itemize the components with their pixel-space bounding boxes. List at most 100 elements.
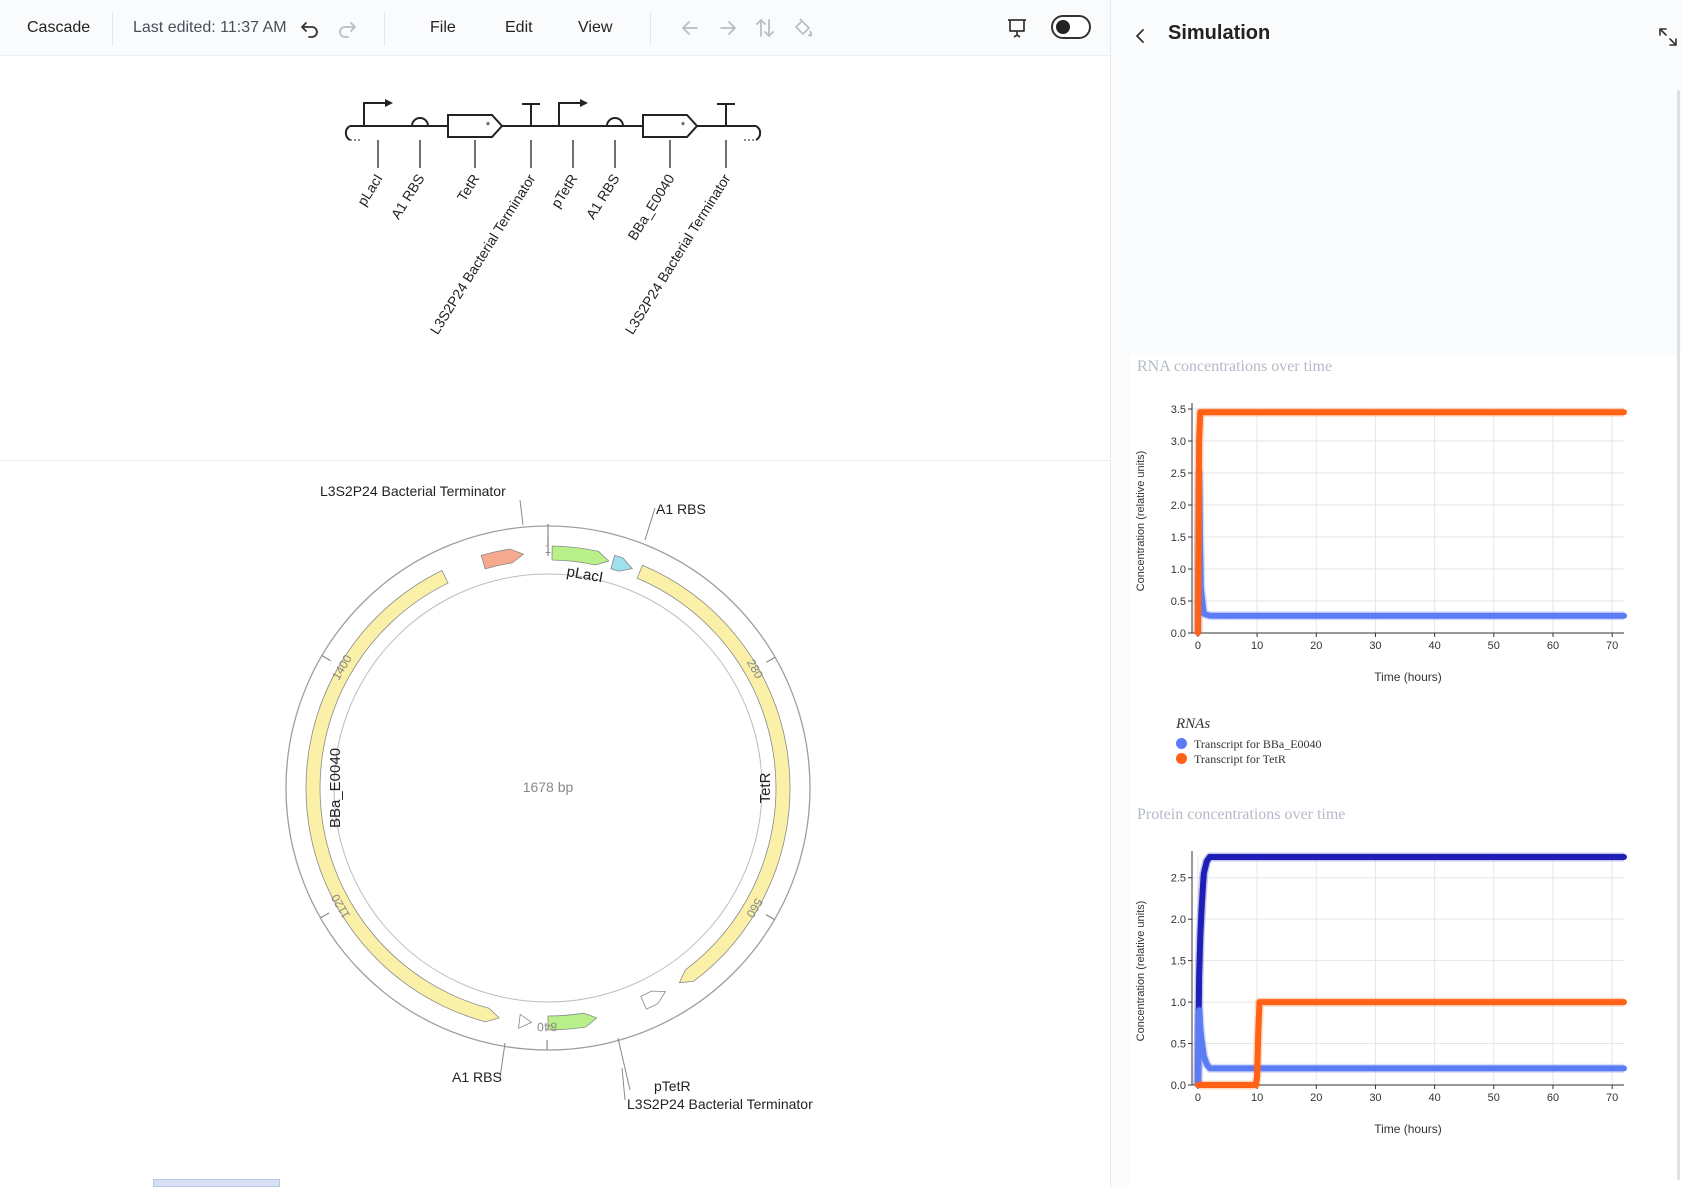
legend-item-tetr[interactable]: Transcript for TetR [1176,752,1286,767]
toolbar-divider [112,12,113,46]
protein-series-2-point [1253,1082,1259,1088]
arrow-right-icon[interactable] [716,16,740,40]
protein-series-0-point [1621,854,1627,860]
x-tick-label: 20 [1310,1092,1322,1104]
undo-icon[interactable] [298,16,322,40]
y-tick-label: 2.5 [1171,468,1186,480]
toolbar-divider [650,12,651,46]
tick-mark [321,655,331,662]
protein-series-0-point [1204,858,1210,864]
tick-label: 840 [537,1020,557,1034]
chevron-left-icon[interactable] [1129,24,1153,48]
presentation-icon[interactable] [1005,16,1029,40]
rna-series-0-line [1194,470,1627,636]
part-label-leaders [377,140,727,168]
y-tick-label: 1.0 [1171,997,1186,1009]
y-tick-label: 1.5 [1171,956,1186,968]
simulation-results: RNA concentrations over time 0 10 20 30 40 50… [1130,355,1681,1187]
promoter-glyph [363,102,387,126]
callout-rbs-bottom: A1 RBS [452,1069,502,1085]
y-tick-label: 3.0 [1171,436,1186,448]
x-tick-label: 40 [1429,1092,1441,1104]
edit-menu[interactable]: Edit [505,19,533,36]
view-menu[interactable]: View [578,19,613,36]
file-menu[interactable]: File [430,19,456,36]
protein-series-1-point [1491,1065,1497,1071]
legend-label: Transcript for BBa_E0040 [1194,737,1322,751]
protein-series-0-point [1196,974,1202,980]
x-axis-label: Time (hours) [1374,670,1442,684]
protein-series-0-point [1213,854,1219,860]
bottom-tab-handle[interactable] [153,1179,280,1187]
y-tick-label: 2.5 [1171,873,1186,885]
part-label: BBa_E0040 [624,171,677,243]
x-tick-label: 10 [1251,1092,1263,1104]
protein-series-0-point [1198,908,1204,914]
paint-bucket-icon[interactable] [791,16,815,40]
rna-series-0-point [1491,613,1497,619]
swap-vertical-icon[interactable] [753,16,777,40]
protein-series-0-point [1201,871,1207,877]
arrow-left-icon[interactable] [678,16,702,40]
protein-series-2-line [1194,999,1627,1088]
rna-series-1-point [1196,438,1202,444]
feature-bba-e0040 [305,569,500,1023]
rna-series-1-point [1372,409,1378,415]
protein-series-1-point [1207,1065,1213,1071]
panel-divider [1110,0,1111,1187]
mode-toggle[interactable] [1051,15,1091,39]
x-tick-label: 30 [1369,640,1381,652]
protein-series-2-point [1225,1082,1231,1088]
x-tick-label: 50 [1488,640,1500,652]
part-label: L3S2P24 Bacterial Terminator [622,171,734,337]
x-tick-label: 0 [1195,640,1201,652]
last-edited-status: Last edited: 11:37 AM [133,19,287,36]
legend-item-bba-e0040[interactable]: Transcript for BBa_E0040 [1176,737,1322,752]
protein-series-2-point [1372,999,1378,1005]
feature-terminator-top [480,548,525,570]
y-tick-label: 1.5 [1171,532,1186,544]
app-name[interactable]: Cascade [27,19,91,36]
rna-series-0-point [1550,613,1556,619]
tick-label: 1 [545,542,552,556]
part-label: A1 RBS [388,171,428,222]
part-label: TetR [454,171,483,204]
rna-series-1-point [1197,409,1203,415]
rna-series-1-point [1491,409,1497,415]
protein-series-1-line [1194,1007,1627,1088]
simulation-panel: Simulation RNA concentrations over time … [1111,0,1681,1187]
feature-terminator-bottom [640,990,667,1010]
y-tick-label: 0.5 [1171,1039,1186,1051]
rna-series-1-point [1432,409,1438,415]
panel-title: Simulation [1168,22,1271,44]
callout-terminator-top: L3S2P24 Bacterial Terminator [320,483,506,499]
x-tick-label: 30 [1369,1092,1381,1104]
rna-series-1-point [1225,409,1231,415]
rna-series-1-point [1195,630,1201,636]
rna-series-1-line [1194,409,1627,636]
canvas-divider [0,460,1110,461]
panel-scrollbar[interactable] [1677,90,1680,1180]
toolbar-divider [384,12,385,46]
protein-series-1-point [1198,1036,1204,1042]
legend-label: Transcript for TetR [1194,752,1286,766]
protein-series-1-point [1196,1007,1202,1013]
cds-glyph [642,114,699,138]
svg-text:*: * [486,120,491,132]
toggle-knob [1056,20,1070,34]
y-tick-label: 0.0 [1171,628,1186,640]
design-canvas[interactable]: * * pLacI A1 RBS TetR L3S2P24 Bacterial … [0,57,1110,1187]
feature-label-tetr: TetR [757,772,774,803]
rna-legend-title: RNAs [1176,716,1211,732]
protein-series-0-point [1372,854,1378,860]
tick-mark [766,656,776,663]
redo-icon[interactable] [335,16,359,40]
feature-placi [551,545,610,566]
expand-icon[interactable] [1657,26,1679,48]
callout-rbs-top: A1 RBS [656,501,706,517]
x-tick-label: 0 [1195,1092,1201,1104]
rbs-glyph [606,117,624,127]
rna-series-1-point [1313,409,1319,415]
rna-chart-title: RNA concentrations over time [1137,358,1333,375]
